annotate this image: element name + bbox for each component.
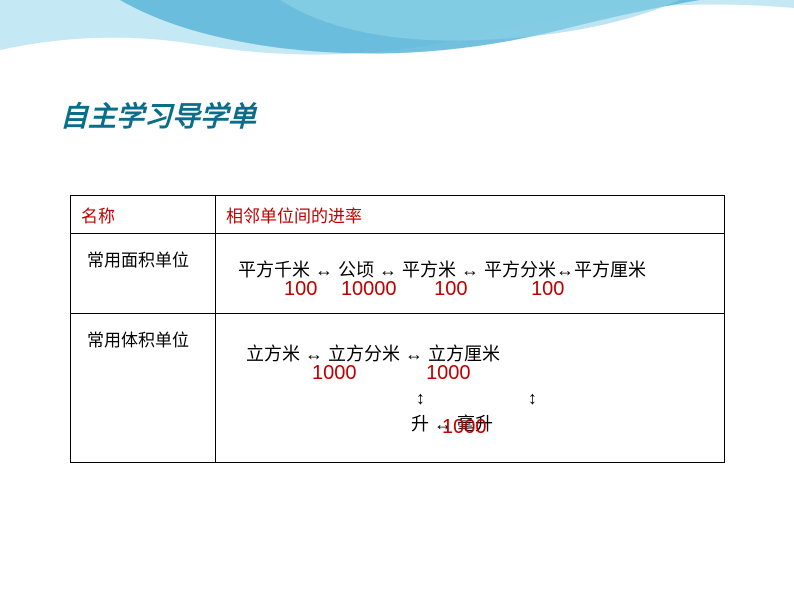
volume-row: 常用体积单位 立方米 ↔ 立方分米 ↔ 立方厘米 1000 1000 ↕ ↕ 升… <box>71 314 724 462</box>
vert-arrow-1: ↕ <box>416 388 425 409</box>
table-header-row: 名称 相邻单位间的进率 <box>71 196 724 234</box>
vert-arrow-2: ↕ <box>528 388 537 409</box>
area-rates: 100 10000 100 100 <box>284 278 564 301</box>
volume-rate-1: 1000 <box>312 362 357 384</box>
liquid-rate: 1000 <box>442 416 487 439</box>
header-col1: 名称 <box>71 196 216 233</box>
area-row: 常用面积单位 平方千米 ↔ 公顷 ↔ 平方米 ↔ 平方分米↔平方厘米 100 1… <box>71 234 724 314</box>
area-label: 常用面积单位 <box>81 242 205 271</box>
header-col2: 相邻单位间的进率 <box>216 196 724 233</box>
page-title: 自主学习导学单 <box>60 95 256 135</box>
area-rate-1: 100 <box>284 278 317 301</box>
volume-label: 常用体积单位 <box>81 322 205 351</box>
volume-rate-2: 1000 <box>426 362 471 384</box>
area-rate-3: 100 <box>434 278 467 301</box>
units-table: 名称 相邻单位间的进率 常用面积单位 平方千米 ↔ 公顷 ↔ 平方米 ↔ 平方分… <box>70 195 725 463</box>
area-rate-2: 10000 <box>341 278 397 301</box>
area-rate-4: 100 <box>531 278 564 301</box>
volume-rates-1: 1000 1000 <box>312 362 471 385</box>
